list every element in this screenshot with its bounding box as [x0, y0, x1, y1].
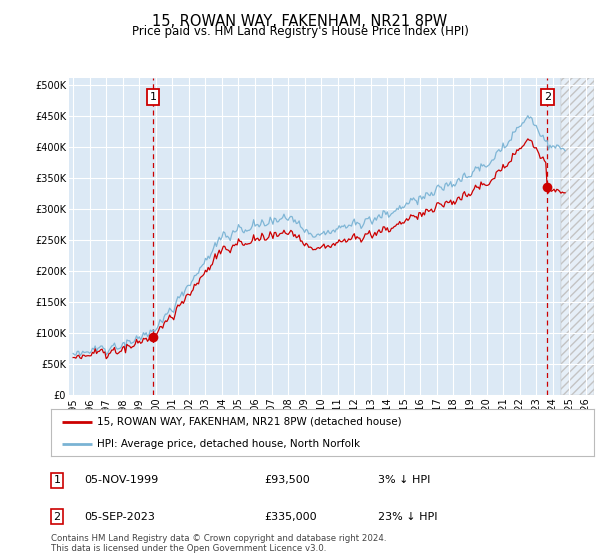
- Text: £335,000: £335,000: [264, 512, 317, 521]
- Bar: [561, 78, 594, 395]
- Text: HPI: Average price, detached house, North Norfolk: HPI: Average price, detached house, Nort…: [97, 438, 360, 449]
- Text: Contains HM Land Registry data © Crown copyright and database right 2024.
This d: Contains HM Land Registry data © Crown c…: [51, 534, 386, 553]
- Text: 1: 1: [149, 92, 157, 102]
- Bar: [561, 78, 594, 395]
- Bar: [561, 78, 594, 395]
- Text: 15, ROWAN WAY, FAKENHAM, NR21 8PW (detached house): 15, ROWAN WAY, FAKENHAM, NR21 8PW (detac…: [97, 417, 402, 427]
- Text: 2: 2: [53, 512, 61, 521]
- Text: 05-SEP-2023: 05-SEP-2023: [84, 512, 155, 521]
- Text: 23% ↓ HPI: 23% ↓ HPI: [378, 512, 437, 521]
- Text: Price paid vs. HM Land Registry's House Price Index (HPI): Price paid vs. HM Land Registry's House …: [131, 25, 469, 38]
- Text: 15, ROWAN WAY, FAKENHAM, NR21 8PW: 15, ROWAN WAY, FAKENHAM, NR21 8PW: [152, 14, 448, 29]
- Text: £93,500: £93,500: [264, 475, 310, 485]
- Text: 2: 2: [544, 92, 551, 102]
- Text: 3% ↓ HPI: 3% ↓ HPI: [378, 475, 430, 485]
- Text: 1: 1: [53, 475, 61, 485]
- Text: 05-NOV-1999: 05-NOV-1999: [84, 475, 158, 485]
